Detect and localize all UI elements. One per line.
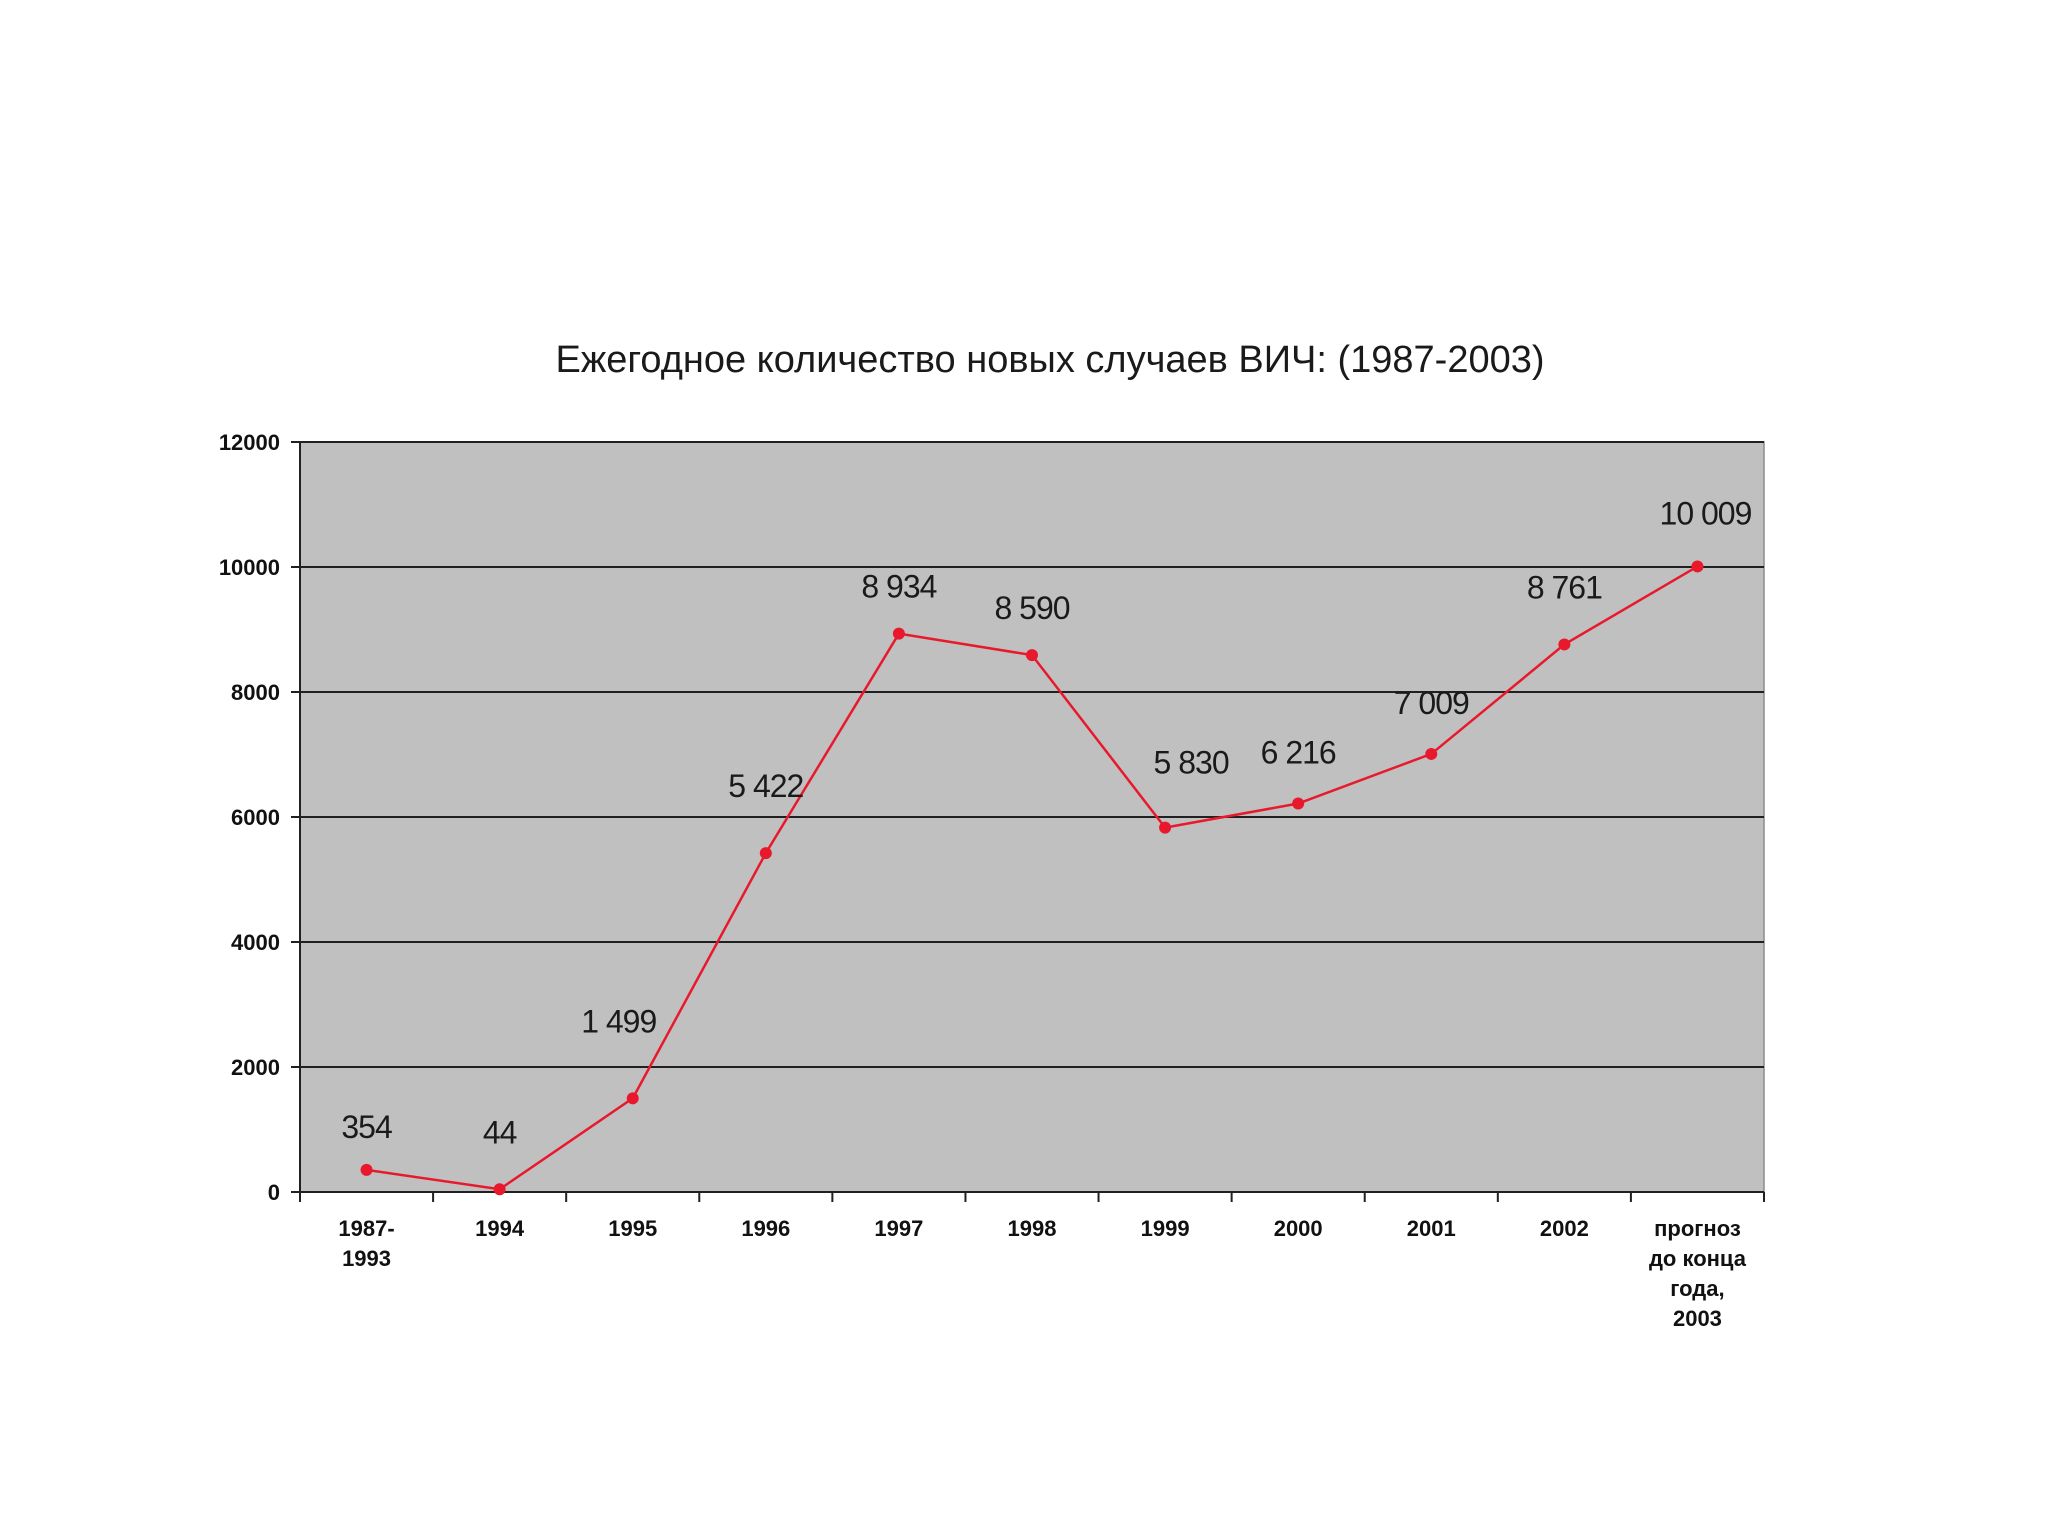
data-label: 1 499 xyxy=(581,1003,656,1039)
y-tick-label: 12000 xyxy=(219,430,280,455)
data-label: 8 934 xyxy=(861,569,936,605)
x-tick-label: 2000 xyxy=(1274,1216,1323,1241)
data-point xyxy=(1026,649,1038,662)
data-point xyxy=(1558,638,1571,651)
x-tick-label: 1995 xyxy=(608,1216,657,1241)
data-label: 7 009 xyxy=(1394,685,1469,721)
data-point xyxy=(1691,560,1704,573)
data-point xyxy=(1292,797,1305,810)
data-label: 5 422 xyxy=(728,768,803,804)
data-point xyxy=(892,627,905,640)
y-tick-label: 10000 xyxy=(219,555,280,580)
data-label: 44 xyxy=(483,1114,517,1150)
data-label: 354 xyxy=(341,1109,392,1145)
data-point xyxy=(360,1163,373,1176)
y-tick-label: 8000 xyxy=(231,680,280,705)
y-tick-label: 2000 xyxy=(231,1055,280,1080)
y-tick-label: 6000 xyxy=(231,805,280,830)
data-point xyxy=(626,1092,639,1105)
y-tick-label: 4000 xyxy=(231,930,280,955)
data-label: 8 761 xyxy=(1527,569,1602,605)
x-tick-label: 1994 xyxy=(475,1216,525,1241)
x-tick-label: 2002 xyxy=(1540,1216,1589,1241)
y-tick-label: 0 xyxy=(268,1180,280,1205)
x-tick-label: 1998 xyxy=(1008,1216,1057,1241)
x-tick-label: 1999 xyxy=(1141,1216,1190,1241)
data-point xyxy=(493,1183,506,1196)
data-label: 8 590 xyxy=(994,590,1069,626)
x-tick-label: 1987-1993 xyxy=(338,1216,394,1271)
data-point xyxy=(1159,821,1172,834)
data-label: 10 009 xyxy=(1660,495,1752,531)
x-tick-label: прогноз до конца года, 2003 xyxy=(1649,1216,1747,1331)
data-point xyxy=(1425,747,1438,760)
data-point xyxy=(759,847,772,860)
chart-title: Ежегодное количество новых случаев ВИЧ: … xyxy=(555,339,1544,381)
x-tick-label: 1997 xyxy=(874,1216,923,1241)
data-label: 6 216 xyxy=(1261,735,1336,771)
x-tick-label: 1996 xyxy=(741,1216,790,1241)
plot-area: 0 2000 4000 6000 8000 10000 12000 1987-1993 1994… xyxy=(219,430,1765,1331)
x-tick-label: 2001 xyxy=(1407,1216,1456,1241)
data-label: 5 830 xyxy=(1154,745,1229,781)
